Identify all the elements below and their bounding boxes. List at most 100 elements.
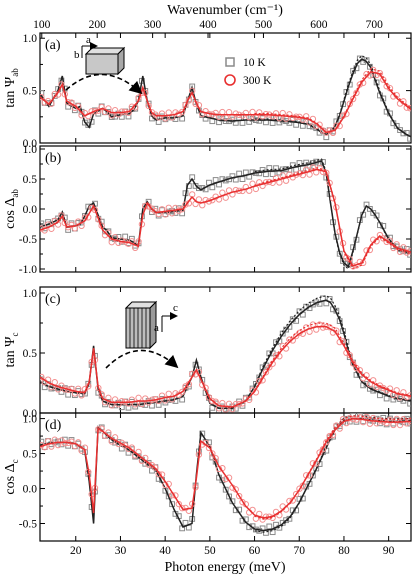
data-point-10k xyxy=(393,122,400,129)
model-line-300k xyxy=(254,322,411,397)
data-point-300k xyxy=(356,414,364,421)
y-tick-label: 0.0 xyxy=(23,204,38,216)
data-point-300k xyxy=(68,221,75,229)
y-tick-label: -1.0 xyxy=(19,264,37,276)
data-point-300k xyxy=(403,249,410,256)
series-line-300k xyxy=(40,417,411,519)
data-point-300k xyxy=(178,108,186,116)
y-tick-label: 0.5 xyxy=(23,86,38,98)
bottom-axis-label: Photon energy (meV) xyxy=(164,560,285,575)
svg-text:b: b xyxy=(74,49,80,61)
y-axis-label-subscript: c xyxy=(10,333,20,337)
data-point-300k xyxy=(205,394,213,401)
data-point-10k xyxy=(269,120,276,126)
data-point-300k xyxy=(349,360,357,367)
series-line-300k xyxy=(40,325,411,408)
data-point-10k xyxy=(196,185,202,192)
model-line-10k xyxy=(254,295,411,402)
data-point-300k xyxy=(155,397,162,405)
data-point-300k xyxy=(235,400,243,408)
data-point-300k xyxy=(118,398,125,405)
y-axis-label: tan Ψab xyxy=(3,68,20,108)
data-point-300k xyxy=(406,417,411,424)
legend-label-300k: 300 K xyxy=(243,75,272,87)
data-point-300k xyxy=(373,71,380,79)
y-axis-label: tan Ψc xyxy=(3,333,20,368)
bottom-tick-label: 70 xyxy=(294,545,306,557)
data-point-300k xyxy=(269,514,276,522)
series-line-300k xyxy=(40,70,411,134)
data-point-300k xyxy=(289,114,296,122)
data-point-300k xyxy=(376,417,384,424)
svg-text:a: a xyxy=(154,322,159,334)
model-line-300k xyxy=(254,68,411,133)
model-line-300k xyxy=(254,415,411,520)
panel-label: (c) xyxy=(45,292,61,307)
panel-label: (a) xyxy=(45,38,61,53)
bottom-tick-label: 50 xyxy=(204,545,216,557)
y-axis-label: cos Δc xyxy=(3,459,20,494)
data-point-300k xyxy=(91,206,99,214)
data-point-300k xyxy=(178,504,186,512)
data-point-300k xyxy=(121,442,129,449)
panel-frame xyxy=(39,32,412,144)
bottom-axis-ticks: 20 30 40 50 60 70 80 90 xyxy=(70,545,395,557)
data-point-10k xyxy=(299,165,306,172)
data-point-10k xyxy=(309,472,316,479)
data-point-300k xyxy=(323,169,330,176)
data-point-300k xyxy=(249,108,256,116)
data-point-10k xyxy=(172,116,179,122)
data-point-300k xyxy=(182,201,189,208)
top-axis-ticks: 100 200 300 400 500 600 700 xyxy=(33,19,383,38)
data-point-10k xyxy=(182,519,189,526)
data-point-300k xyxy=(165,390,172,397)
plot-area xyxy=(40,413,411,536)
data-point-10k xyxy=(236,170,243,177)
data-point-10k xyxy=(397,127,403,133)
panel-frame xyxy=(39,412,412,542)
top-axis-label: Wavenumber (cm⁻¹) xyxy=(167,3,283,18)
data-point-300k xyxy=(219,399,226,407)
data-point-300k xyxy=(319,324,327,331)
data-point-10k xyxy=(55,438,62,445)
data-point-10k xyxy=(65,391,72,398)
y-tick-label: 0.5 xyxy=(23,348,38,360)
data-point-10k xyxy=(239,120,246,126)
y-tick-label: 0.5 xyxy=(23,449,38,461)
data-point-300k xyxy=(383,419,390,427)
panel-b: -1.0 -0.5 0.0 0.5 1.0 (b) cos Δab xyxy=(3,144,412,276)
data-point-300k xyxy=(68,438,75,445)
data-point-300k xyxy=(98,103,105,111)
panel-label: (d) xyxy=(45,418,62,433)
data-point-300k xyxy=(155,114,162,121)
plot-area xyxy=(40,295,411,413)
data-point-10k xyxy=(266,523,273,530)
data-point-10k xyxy=(309,123,316,130)
data-point-300k xyxy=(91,108,99,115)
top-tick-label: 400 xyxy=(199,19,217,31)
y-tick-label: -0.5 xyxy=(19,519,37,531)
data-point-10k xyxy=(239,176,246,183)
legend-marker-300k xyxy=(224,74,236,86)
data-point-300k xyxy=(58,382,65,389)
svg-text:a: a xyxy=(86,34,91,46)
data-point-300k xyxy=(205,444,213,452)
ab-plane-crystal-icon: a b xyxy=(65,34,143,95)
panel-d: -0.5 0.0 0.5 1.0 (d) cos Δc xyxy=(3,412,412,542)
data-point-300k xyxy=(155,210,162,218)
bottom-tick-label: 60 xyxy=(249,545,261,557)
plot-area xyxy=(40,158,411,270)
data-point-10k xyxy=(165,493,172,500)
top-tick-label: 100 xyxy=(33,19,51,31)
data-point-300k xyxy=(64,98,72,106)
data-point-10k xyxy=(229,173,236,180)
svg-text:c: c xyxy=(173,302,178,314)
data-point-300k xyxy=(125,109,132,116)
legend: 10 K 300 K xyxy=(224,57,272,87)
data-point-300k xyxy=(209,397,216,405)
data-point-10k xyxy=(40,438,45,445)
bottom-tick-label: 90 xyxy=(383,545,395,557)
c-axis-crystal-icon: c a xyxy=(105,300,179,369)
data-point-10k xyxy=(209,184,216,191)
y-axis-label-subscript: ab xyxy=(10,189,20,198)
